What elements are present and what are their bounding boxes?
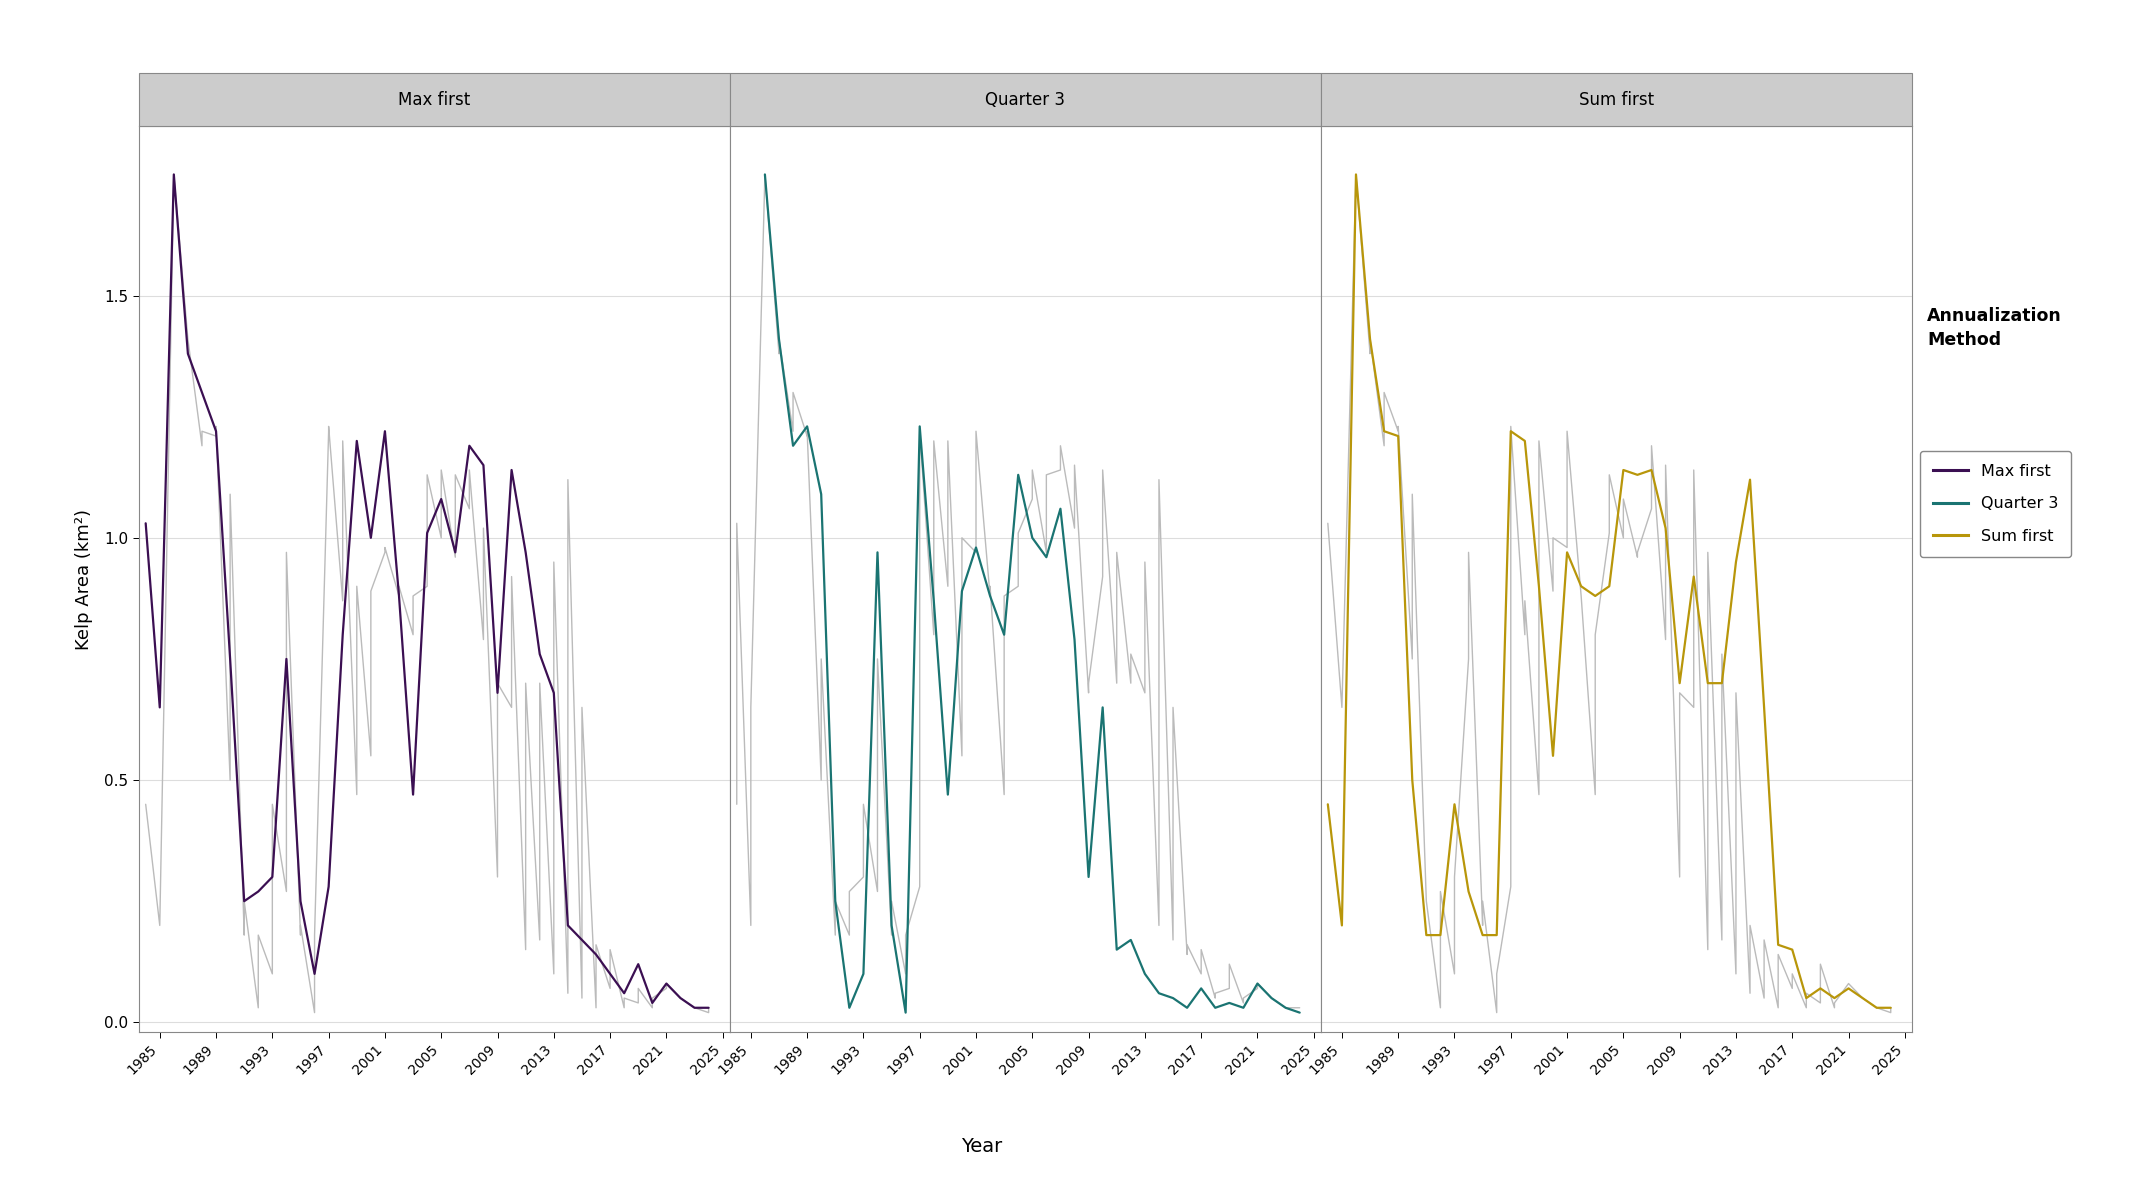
Text: Sum first: Sum first (1578, 91, 1653, 109)
Text: Max first: Max first (399, 91, 469, 109)
Bar (729, 73, 1320, 126)
Text: Year: Year (960, 1136, 1003, 1156)
Text: Annualization
Method: Annualization Method (1926, 307, 2063, 349)
Bar (1320, 73, 1911, 126)
Text: Quarter 3: Quarter 3 (985, 91, 1064, 109)
Bar (139, 73, 729, 126)
Y-axis label: Kelp Area (km²): Kelp Area (km²) (75, 509, 94, 649)
Legend: Max first, Quarter 3, Sum first: Max first, Quarter 3, Sum first (1920, 451, 2071, 557)
